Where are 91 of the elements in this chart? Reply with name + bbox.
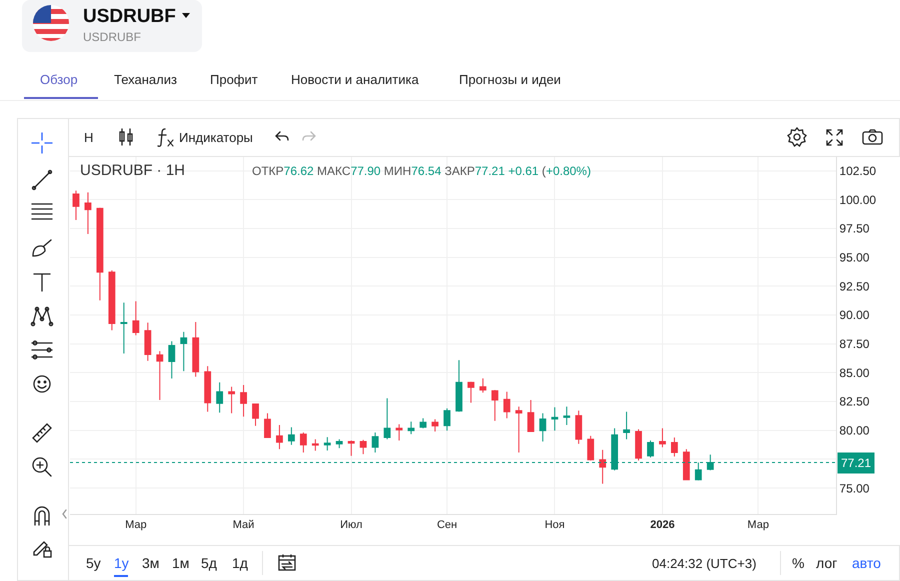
text: Индикаторы xyxy=(179,130,253,145)
y-tick-label: 75.00 xyxy=(839,481,870,496)
text: 5д xyxy=(201,555,217,571)
candlestick xyxy=(372,432,379,454)
candlestick xyxy=(240,384,247,418)
text: % xyxy=(792,555,804,571)
candlestick xyxy=(670,437,678,457)
x-tick-label: Июл xyxy=(340,519,362,532)
candlestick xyxy=(132,300,140,336)
candlestick xyxy=(108,270,116,331)
x-tick-label: Май xyxy=(232,519,254,532)
y-tick-label: 102.50 xyxy=(839,164,876,178)
candlestick xyxy=(264,412,271,438)
y-tick-label: 97.50 xyxy=(839,222,870,236)
candlestick xyxy=(408,421,415,435)
y-tick-label: 92.50 xyxy=(839,279,870,294)
text: 04:24:32 (UTC+3) xyxy=(652,556,756,571)
y-tick-label: 90.00 xyxy=(839,308,870,322)
text: H xyxy=(84,130,94,145)
candlestick xyxy=(204,366,212,412)
candlestick xyxy=(324,436,331,452)
text: Обзор xyxy=(40,72,78,87)
text: USDRUBF xyxy=(83,6,176,28)
y-tick-label: 85.00 xyxy=(839,366,870,380)
candlestick xyxy=(456,360,462,412)
x-tick-label: Мар xyxy=(747,519,769,532)
candlestick xyxy=(144,322,152,362)
candlestick xyxy=(503,391,510,419)
candlestick xyxy=(300,432,307,454)
candlestick xyxy=(647,440,654,458)
candlestick xyxy=(156,350,164,401)
candlestick xyxy=(84,192,92,234)
candlestick xyxy=(515,406,522,454)
candlestick xyxy=(444,408,450,432)
text: лог xyxy=(816,555,838,571)
candlestick xyxy=(491,390,498,422)
y-tick-label: 82.50 xyxy=(839,394,870,409)
candlestick xyxy=(587,435,594,461)
candlestick xyxy=(360,439,367,455)
candlestick xyxy=(180,331,188,372)
candlestick xyxy=(276,424,283,450)
y-tick-label: 80.00 xyxy=(839,424,870,438)
text: 5у xyxy=(86,555,101,571)
candlestick xyxy=(120,302,128,354)
candlestick xyxy=(348,440,355,456)
candlestick xyxy=(420,418,427,429)
candlestick xyxy=(432,418,438,432)
text: Теханализ xyxy=(114,72,177,87)
candlestick xyxy=(384,398,391,440)
y-tick-label: 87.50 xyxy=(839,337,870,352)
candlestick xyxy=(288,426,295,446)
candlestick xyxy=(192,321,200,378)
ref-line-label: 77.21 xyxy=(841,456,872,470)
candlestick xyxy=(539,412,546,442)
text: авто xyxy=(852,555,881,571)
text: 1м xyxy=(172,555,190,571)
candlestick xyxy=(623,411,630,440)
candlestick xyxy=(252,403,259,426)
x-tick-label: Мар xyxy=(125,519,147,532)
candlestick xyxy=(168,340,176,379)
candlestick xyxy=(72,190,80,220)
text: Новости и аналитика xyxy=(291,72,419,87)
candlestick xyxy=(682,448,690,480)
chart-title: USDRUBF · 1H xyxy=(80,162,186,179)
candlestick xyxy=(228,386,236,414)
candlestick xyxy=(599,449,606,484)
text: USDRUBF xyxy=(83,30,142,44)
x-tick-label: 2026 xyxy=(650,519,675,532)
candlestick xyxy=(659,428,666,448)
candlestick xyxy=(563,406,570,426)
y-tick-label: 95.00 xyxy=(839,250,870,265)
text: 1у xyxy=(114,555,129,571)
candlestick xyxy=(575,410,582,444)
candlestick xyxy=(468,381,474,404)
candlestick xyxy=(527,400,534,432)
x-tick-label: Сен xyxy=(436,519,458,532)
candlestick xyxy=(216,382,224,414)
candlestick xyxy=(336,438,343,449)
candlestick xyxy=(396,424,403,442)
text: 1д xyxy=(232,555,248,571)
y-tick-label: 100.00 xyxy=(839,192,876,207)
text: Профит xyxy=(210,72,258,87)
text: 3м xyxy=(142,555,160,571)
text: Прогнозы и идеи xyxy=(459,72,561,87)
x-tick-label: Ноя xyxy=(544,519,565,532)
text: ОТКР76.62 МАКС77.90 МИН76.54 ЗАКР77.21 +0.61 (+0.80%) xyxy=(252,164,591,178)
candlestick xyxy=(479,378,486,394)
candlestick xyxy=(96,207,104,301)
candlestick xyxy=(551,406,558,432)
candlestick xyxy=(312,438,319,452)
candlestick xyxy=(635,428,642,461)
